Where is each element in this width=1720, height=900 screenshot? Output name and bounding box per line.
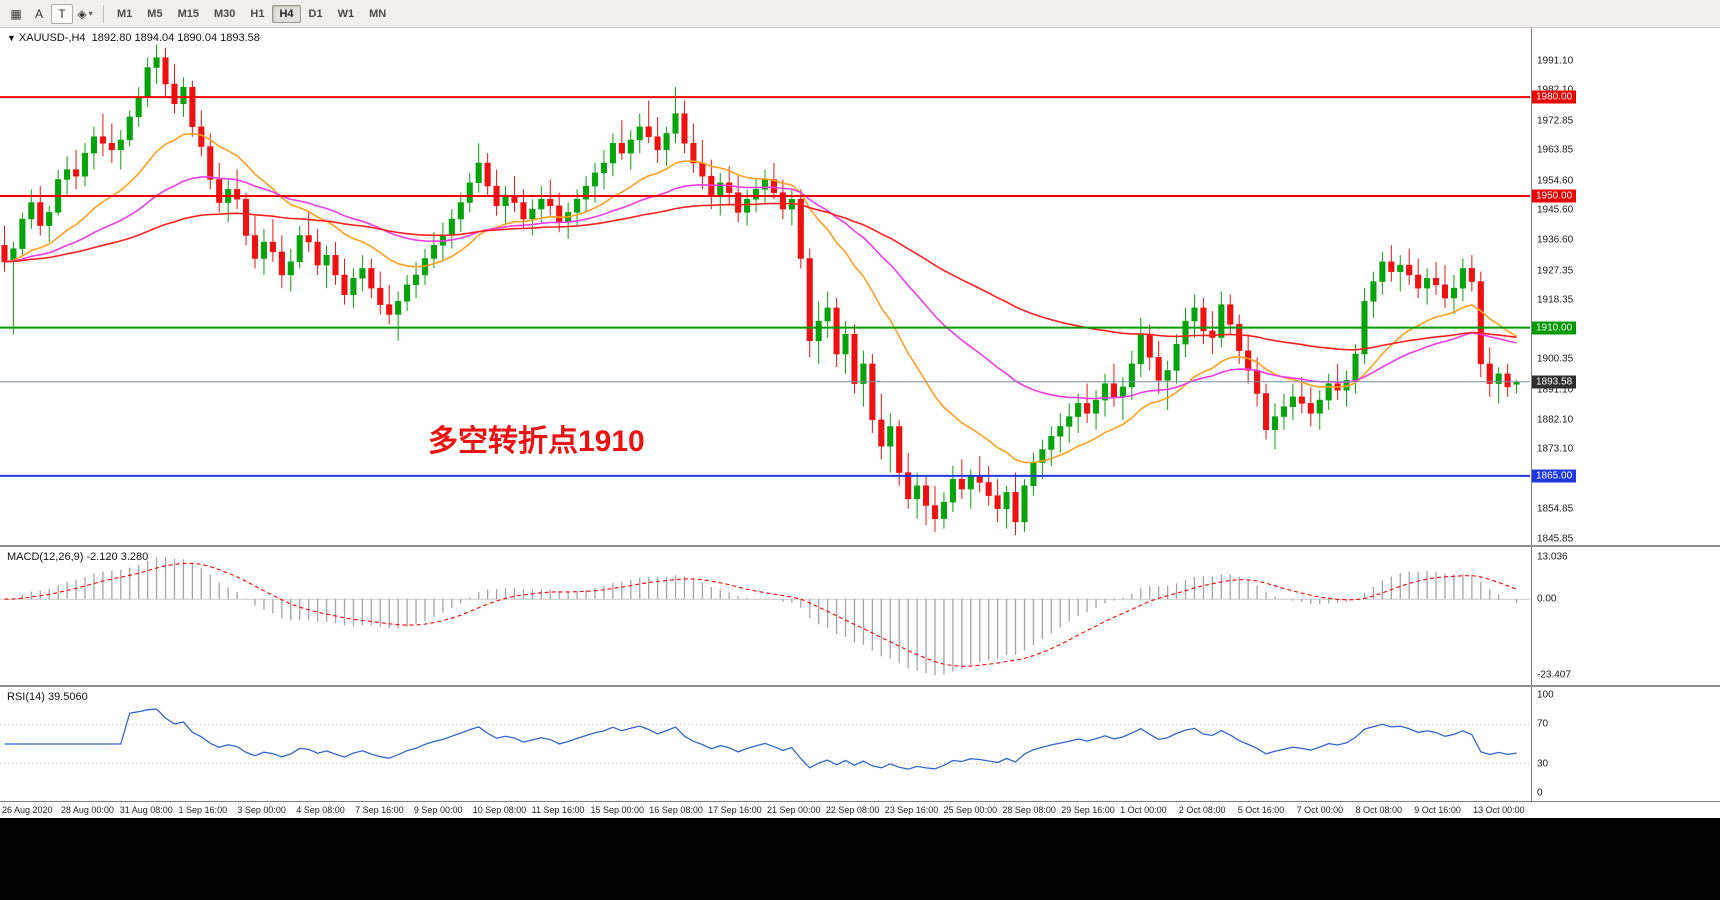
price-badge: 1910.00: [1532, 321, 1577, 335]
macd-axis[interactable]: 13.036 0.00 -23.407: [1531, 547, 1720, 685]
date-label: 13 Oct 00:00: [1473, 805, 1525, 815]
date-label: 9 Sep 00:00: [413, 805, 463, 815]
date-label: 11 Sep 16:00: [531, 805, 585, 815]
timeframe-button-d1[interactable]: D1: [308, 7, 323, 20]
date-label: 10 Sep 08:00: [472, 805, 527, 815]
date-label: 4 Sep 08:00: [296, 805, 345, 815]
timeframe-button-mn[interactable]: MN: [369, 7, 387, 20]
timeframe-buttons: M1 M5 M15 M30 H1 H4 D1 W1 MN: [110, 4, 394, 23]
price-badge: 1950.00: [1532, 189, 1577, 203]
date-label: 3 Sep 00:00: [237, 805, 286, 815]
date-label: 29 Sep 16:00: [1061, 805, 1115, 815]
main-chart-panel: ▼ XAUUSD-,H4 1892.80 1894.04 1890.04 1893…: [0, 28, 1720, 545]
rsi-axis-label: 0: [1537, 787, 1543, 799]
macd-axis-max: 13.036: [1537, 551, 1568, 563]
chart-symbol-period: XAUUSD-,H4: [18, 32, 86, 44]
date-label: 25 Sep 00:00: [943, 805, 998, 815]
price-axis-label: 1963.85: [1537, 144, 1574, 156]
timeframe-button-m1[interactable]: M1: [117, 7, 133, 20]
rsi-panel: RSI(14) 39.5060 100 70 30 0: [0, 687, 1720, 801]
price-axis-label: 1845.85: [1537, 533, 1574, 545]
price-badge: 1893.58: [1532, 375, 1577, 389]
date-label: 9 Oct 16:00: [1414, 805, 1461, 815]
price-axis-label: 1882.10: [1537, 414, 1574, 426]
panel-splitter-macd[interactable]: [0, 545, 1720, 547]
price-axis-label: 1972.85: [1537, 115, 1574, 127]
charts-grid-icon[interactable]: ▦: [10, 6, 22, 21]
timeframe-button-w1[interactable]: W1: [337, 7, 355, 20]
toolbar: ▦ A T ◈ ▾ M1 M5 M15 M30 H1 H4 D1 W1 MN: [0, 0, 1720, 28]
price-axis-label: 1954.60: [1537, 175, 1574, 187]
price-axis-label: 1854.85: [1537, 503, 1574, 515]
price-axis-label: 1945.60: [1537, 204, 1574, 216]
rsi-canvas[interactable]: [0, 687, 1530, 801]
price-axis-label: 1936.60: [1537, 234, 1574, 246]
panel-splitter-rsi[interactable]: [0, 685, 1720, 687]
macd-label: MACD(12,26,9) -2.120 3.280: [7, 551, 149, 563]
date-label: 7 Oct 00:00: [1296, 805, 1344, 815]
chart-title: ▼ XAUUSD-,H4 1892.80 1894.04 1890.04 1893…: [7, 32, 260, 44]
macd-axis-zero: 0.00: [1537, 593, 1557, 605]
main-chart-canvas[interactable]: [0, 28, 1530, 545]
timeframe-button-m5[interactable]: M5: [147, 7, 163, 20]
date-label: 8 Oct 08:00: [1355, 805, 1402, 815]
rsi-axis[interactable]: 100 70 30 0: [1531, 687, 1720, 801]
price-axis-label: 1927.35: [1537, 265, 1574, 277]
dropdown-caret-icon: ▾: [88, 9, 93, 18]
rsi-axis-label: 30: [1537, 758, 1549, 770]
date-label: 7 Sep 16:00: [355, 805, 404, 815]
price-axis-label: 1918.35: [1537, 294, 1574, 306]
text-label-icon[interactable]: A: [34, 6, 43, 21]
date-label: 21 Sep 00:00: [767, 805, 821, 815]
desktop-background: [0, 818, 1720, 900]
date-label: 5 Oct 16:00: [1237, 805, 1285, 815]
macd-axis-min: -23.407: [1537, 669, 1571, 681]
price-axis-label: 1991.10: [1537, 55, 1574, 67]
timeframe-button-m15[interactable]: M15: [177, 7, 199, 20]
timeframe-button-m30[interactable]: M30: [213, 7, 236, 20]
text-box-icon[interactable]: T: [51, 3, 73, 24]
chart-text-annotation: 多空转折点1910: [428, 425, 645, 458]
drawing-objects-icon[interactable]: ◈ ▾: [77, 6, 93, 21]
price-badge: 1980.00: [1532, 90, 1577, 104]
chart-ohlc-values: 1892.80 1894.04 1890.04 1893.58: [91, 32, 260, 44]
timeframe-button-h4[interactable]: H4: [272, 4, 301, 23]
price-axis-label: 1900.35: [1537, 353, 1574, 365]
date-label: 26 Aug 2020: [2, 805, 53, 815]
toolbar-tool-buttons: ▦ A T ◈ ▾: [5, 3, 97, 24]
price-axis-label: 1873.10: [1537, 443, 1574, 455]
date-label: 1 Sep 16:00: [178, 805, 228, 815]
date-label: 28 Sep 08:00: [1002, 805, 1056, 815]
rsi-axis-label: 70: [1537, 718, 1549, 730]
price-axis-label: 1982.10: [1537, 85, 1573, 96]
date-label: 23 Sep 16:00: [884, 805, 939, 815]
price-axis-label: 1891.10: [1537, 384, 1574, 396]
date-label: 15 Sep 00:00: [590, 805, 645, 815]
date-label: 22 Sep 08:00: [825, 805, 880, 815]
chart-dropdown-icon[interactable]: ▼: [7, 33, 16, 43]
date-label: 16 Sep 08:00: [649, 805, 703, 815]
price-badge: 1865.00: [1532, 469, 1577, 483]
toolbar-separator: [103, 4, 104, 23]
date-label: 28 Aug 00:00: [60, 805, 114, 815]
macd-canvas[interactable]: [0, 547, 1530, 685]
date-label: 31 Aug 08:00: [119, 805, 173, 815]
rsi-axis-label: 100: [1537, 689, 1554, 701]
price-axis[interactable]: 1991.10 1982.10 1972.85 1963.85 1954.60 1945.…: [1531, 28, 1720, 545]
rsi-label: RSI(14) 39.5060: [7, 691, 88, 703]
timeframe-button-h1[interactable]: H1: [250, 7, 265, 20]
date-label: 17 Sep 16:00: [708, 805, 762, 815]
date-label: 2 Oct 08:00: [1178, 805, 1226, 815]
time-axis[interactable]: 26 Aug 2020 28 Aug 00:00 31 Aug 08:00 1 Sep…: [0, 801, 1720, 818]
macd-panel: MACD(12,26,9) -2.120 3.280 13.036 0.00 -23…: [0, 547, 1720, 685]
date-label: 1 Oct 00:00: [1120, 805, 1167, 815]
